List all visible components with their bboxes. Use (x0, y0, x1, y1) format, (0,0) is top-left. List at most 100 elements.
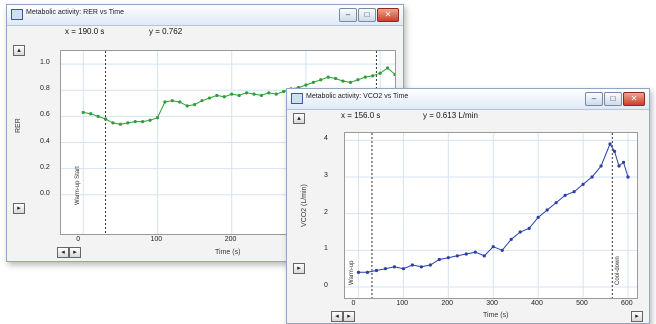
warmup-marker-label: Warm-up (349, 260, 355, 285)
data-point (230, 92, 234, 96)
data-point (244, 91, 249, 95)
data-point (491, 245, 495, 249)
x-tick-label: 100 (150, 236, 163, 243)
data-point (141, 119, 145, 124)
data-point (237, 93, 241, 98)
y-scale-up-icon[interactable]: ▴ (13, 45, 25, 56)
data-point (419, 265, 423, 269)
rer-window-title: Metabolic activity: RER vs Time (26, 9, 125, 16)
vco2-plot-area[interactable] (344, 132, 638, 299)
cooldown-marker-label: Cool-down (615, 256, 621, 285)
data-point (148, 118, 152, 122)
data-point (267, 91, 271, 95)
data-point (563, 193, 567, 197)
data-point (428, 263, 432, 267)
data-point (215, 93, 219, 98)
data-point (590, 175, 594, 179)
data-point (178, 100, 182, 104)
data-point (383, 267, 388, 271)
x-tick-label: 0 (76, 236, 81, 243)
x-tick-label: 100 (396, 300, 409, 307)
warmup-marker-label: Warm-up Start (75, 166, 81, 205)
y-scale-icon[interactable]: ▸ (13, 203, 25, 214)
vco2-y-axis-label: VCO2 (L/min) (301, 184, 308, 227)
data-point (455, 254, 459, 258)
data-point (621, 160, 626, 164)
data-point (393, 72, 395, 77)
x-tick-label: 200 (224, 236, 237, 243)
vco2-chart[interactable] (345, 133, 637, 298)
x-tick-label: 200 (441, 300, 453, 307)
data-point (126, 121, 130, 125)
data-point (185, 104, 189, 108)
y-tick-label: 0.4 (40, 137, 50, 145)
data-point (464, 252, 468, 256)
data-point (274, 92, 278, 96)
data-point (356, 78, 360, 82)
data-point (363, 75, 367, 79)
y-tick-label: 0 (324, 282, 328, 289)
x-scale-left-icon[interactable]: ◂ (57, 247, 69, 258)
data-point (482, 254, 486, 258)
data-point (392, 265, 397, 269)
data-point (163, 100, 167, 104)
data-point (326, 75, 330, 79)
data-point (378, 71, 382, 75)
vco2-window-title: Metabolic activity: VCO2 vs Time (306, 93, 409, 100)
rer-window-titlebar[interactable]: Metabolic activity: RER vs Time – □ ✕ (7, 5, 403, 26)
x-tick-label: 400 (531, 300, 543, 307)
y-scale-up-icon[interactable]: ▴ (293, 113, 305, 124)
y-tick-label: 3 (324, 172, 328, 179)
y-scale-icon[interactable]: ▸ (293, 263, 305, 274)
y-tick-label: 2 (324, 208, 328, 216)
y-readout: y = 0.613 L/min (423, 111, 478, 120)
data-point (545, 208, 549, 212)
data-point (385, 66, 390, 70)
x-scale-left-icon[interactable]: ◂ (331, 311, 343, 322)
minimize-button[interactable]: – (585, 92, 603, 106)
data-point (446, 256, 450, 260)
data-point (103, 117, 108, 121)
data-point (193, 102, 197, 107)
data-point (599, 164, 603, 168)
data-point (527, 226, 531, 230)
y-tick-label: 4 (324, 135, 328, 143)
data-point (111, 121, 115, 125)
close-button[interactable]: ✕ (623, 92, 645, 106)
data-point (133, 119, 137, 124)
data-point (259, 93, 263, 98)
maximize-button[interactable]: □ (604, 92, 622, 106)
data-point (170, 99, 174, 103)
data-point (612, 149, 617, 153)
x-scale-right-icon[interactable]: ▸ (69, 247, 81, 258)
data-point (473, 250, 477, 254)
data-point (437, 257, 441, 262)
data-point (554, 201, 558, 205)
data-point (200, 99, 204, 103)
x-scale-right-icon[interactable]: ▸ (343, 311, 355, 322)
app-icon (11, 9, 23, 20)
data-point (509, 237, 513, 241)
data-point (81, 110, 85, 115)
minimize-button[interactable]: – (339, 8, 357, 22)
vco2-x-axis-label: Time (s) (483, 312, 509, 319)
vco2-window[interactable]: Metabolic activity: VCO2 vs Time – □ ✕ x… (286, 88, 650, 324)
x-tick-label: 0 (351, 300, 356, 307)
maximize-button[interactable]: □ (358, 8, 376, 22)
app-icon (291, 93, 303, 104)
y-tick-label: 0.0 (40, 189, 50, 197)
data-point (365, 270, 370, 274)
data-point (572, 190, 576, 194)
data-point (626, 175, 630, 179)
y-tick-label: 0.6 (40, 111, 50, 119)
data-point (608, 142, 612, 146)
vco2-window-titlebar[interactable]: Metabolic activity: VCO2 vs Time – □ ✕ (287, 89, 649, 110)
x-scale-end-icon[interactable]: ▸ (631, 311, 643, 322)
data-point (341, 79, 345, 83)
close-button[interactable]: ✕ (377, 8, 399, 22)
data-point (410, 263, 414, 267)
x-tick-label: 500 (576, 300, 588, 307)
data-point (282, 89, 286, 94)
data-point (304, 83, 308, 87)
x-tick-label: 300 (486, 300, 498, 307)
